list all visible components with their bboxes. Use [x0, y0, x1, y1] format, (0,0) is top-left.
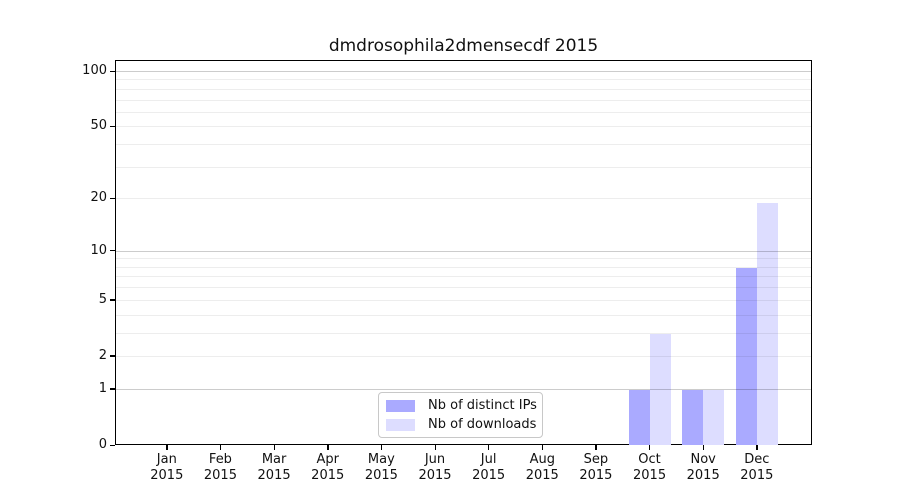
x-tick-sep — [595, 445, 597, 450]
gridline-2 — [116, 355, 811, 357]
x-tick-label-nov: Nov 2015 — [686, 452, 720, 483]
y-tick-0 — [110, 444, 115, 446]
x-tick-jun — [434, 445, 436, 450]
y-tick-1 — [110, 388, 115, 390]
plot-area — [115, 60, 812, 445]
bar-downloads-oct — [649, 333, 671, 445]
x-tick-may — [380, 445, 383, 450]
x-tick-feb — [219, 445, 222, 450]
y-tick-5 — [110, 299, 115, 301]
gridline-10 — [116, 250, 811, 252]
x-tick-aug — [541, 445, 544, 450]
y-tick-label-0: 0 — [98, 437, 107, 452]
x-tick-oct — [649, 445, 651, 450]
gridline-3 — [116, 332, 811, 334]
x-tick-label-jan: Jan 2015 — [150, 452, 184, 483]
bar-downloads-nov — [703, 389, 725, 445]
x-tick-label-dec: Dec 2015 — [740, 452, 774, 483]
legend-item-downloads: Nb of downloads — [379, 416, 542, 433]
x-tick-label-aug: Aug 2015 — [525, 452, 559, 483]
y-tick-label-1: 1 — [98, 380, 107, 396]
y-tick-label-50: 50 — [90, 118, 107, 134]
x-tick-mar — [273, 445, 275, 450]
chart-title: dmdrosophila2dmensecdf 2015 — [328, 36, 599, 56]
legend-label-downloads: Nb of downloads — [428, 417, 537, 432]
x-tick-apr — [327, 445, 329, 450]
legend-item-distinct-ips: Nb of distinct IPs — [379, 397, 542, 414]
gridline-4 — [116, 314, 811, 316]
legend-swatch-distinct-ips — [386, 399, 415, 412]
gridline-7 — [116, 276, 811, 278]
gridline-6 — [116, 287, 811, 289]
gridline-70 — [116, 99, 811, 101]
y-tick-label-5: 5 — [98, 291, 107, 307]
x-tick-label-feb: Feb 2015 — [203, 452, 237, 483]
legend-label-distinct-ips: Nb of distinct IPs — [428, 398, 537, 413]
gridline-20 — [116, 198, 811, 200]
legend-swatch-downloads — [386, 418, 415, 431]
x-tick-label-jun: Jun 2015 — [418, 452, 452, 483]
gridline-50 — [116, 126, 811, 128]
bar-distinct-ips-dec — [735, 267, 757, 445]
y-tick-2 — [110, 355, 115, 357]
gridline-8 — [116, 266, 811, 268]
x-tick-jul — [488, 445, 490, 450]
legend: Nb of distinct IPs Nb of downloads — [378, 392, 543, 438]
gridline-90 — [116, 79, 811, 81]
x-tick-label-sep: Sep 2015 — [579, 452, 613, 483]
gridline-80 — [116, 88, 811, 90]
x-tick-nov — [702, 445, 704, 450]
y-tick-50 — [110, 125, 115, 128]
x-tick-label-mar: Mar 2015 — [257, 452, 291, 483]
bar-distinct-ips-oct — [628, 389, 650, 445]
gridline-1 — [116, 388, 811, 390]
x-tick-label-apr: Apr 2015 — [311, 452, 345, 483]
y-tick-label-100: 100 — [82, 63, 107, 78]
gridline-5 — [116, 299, 811, 301]
gridline-9 — [116, 258, 811, 260]
gridline-40 — [116, 144, 811, 146]
y-tick-label-20: 20 — [90, 190, 107, 206]
bar-distinct-ips-nov — [682, 389, 704, 445]
x-tick-label-jul: Jul 2015 — [472, 452, 506, 483]
y-tick-20 — [110, 197, 115, 200]
y-tick-10 — [110, 250, 115, 252]
gridline-60 — [116, 111, 811, 113]
gridline-100 — [116, 71, 811, 72]
x-tick-jan — [166, 445, 168, 450]
x-tick-dec — [756, 445, 758, 450]
x-tick-label-may: May 2015 — [364, 452, 398, 483]
y-tick-100 — [110, 70, 115, 72]
x-tick-label-oct: Oct 2015 — [633, 452, 667, 483]
y-tick-label-10: 10 — [90, 242, 107, 258]
gridline-30 — [116, 166, 811, 168]
y-tick-label-2: 2 — [98, 347, 107, 363]
bar-downloads-dec — [756, 203, 778, 445]
